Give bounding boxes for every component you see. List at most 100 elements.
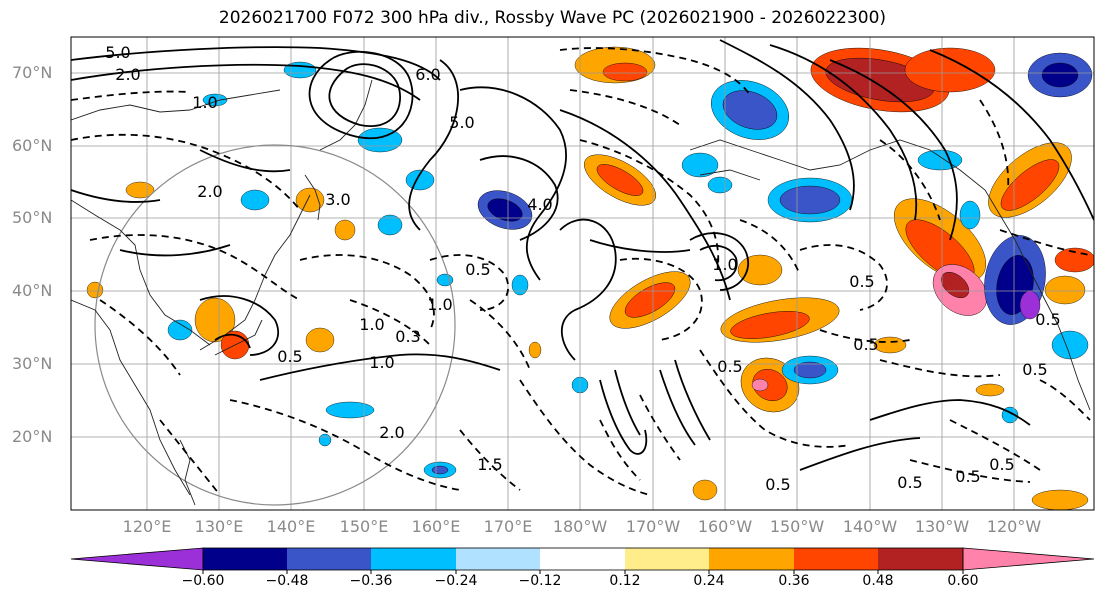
contour-line-positive	[674, 359, 711, 441]
colorbar-tick-label: −0.36	[349, 573, 393, 589]
colorbar-tick-label: 0.48	[862, 573, 894, 589]
lon-label: 140°E	[266, 517, 316, 536]
lon-label: 120°W	[986, 517, 1042, 536]
coastline	[689, 139, 1091, 411]
reference-circle	[94, 144, 456, 506]
contour-line-positive	[589, 239, 691, 253]
divergence-shade	[751, 378, 769, 392]
contour-line-negative	[89, 234, 301, 301]
colorbar-tick-label: 0.24	[693, 573, 725, 589]
contour-label: 0.5	[277, 347, 302, 366]
contour-line-negative	[469, 299, 531, 371]
divergence-shade	[295, 187, 325, 213]
contour-label: 0.5	[465, 260, 490, 279]
lon-label: 170°E	[483, 517, 533, 536]
divergence-shade	[325, 401, 375, 419]
divergence-shade	[975, 383, 1005, 397]
contour-line-positive	[328, 63, 401, 128]
colorbar-tick-label: −0.24	[434, 573, 478, 589]
divergence-shade	[1044, 275, 1086, 305]
lon-label: 150°E	[339, 517, 389, 536]
contour-label: 0.5	[853, 335, 878, 354]
contour-line-positive	[71, 46, 441, 81]
contour-label: 1.0	[359, 315, 384, 334]
lon-label: 140°W	[842, 517, 898, 536]
divergence-shade	[1041, 62, 1079, 88]
contour-line-positive	[699, 244, 738, 282]
colorbar-tick-label: 0.36	[778, 573, 810, 589]
rossby-wave-contours	[71, 39, 1094, 496]
contour-label: 0.5	[849, 272, 874, 291]
lon-label: 130°W	[914, 517, 970, 536]
divergence-shade	[752, 368, 788, 402]
colorbar-box	[371, 548, 456, 570]
colorbar-tick-label: 0.12	[609, 573, 641, 589]
colorbar-frame	[202, 547, 964, 571]
contour-line-negative	[1039, 379, 1091, 421]
contour-label: 0.5	[1035, 310, 1060, 329]
divergence-shade	[1031, 489, 1089, 510]
colorbar-tick-label: 0.60	[947, 573, 979, 589]
contour-line-negative	[71, 133, 301, 211]
divergence-shade	[167, 319, 193, 341]
contour-line-positive	[614, 369, 641, 436]
contour-line-negative	[519, 379, 651, 496]
colorbar-box	[794, 548, 878, 570]
contour-line-positive	[869, 399, 1031, 426]
divergence-shade	[202, 93, 228, 107]
lon-label: 130°E	[194, 517, 244, 536]
colorbar-tick-label: −0.60	[181, 573, 225, 589]
divergence-shade	[377, 214, 403, 236]
contour-line-positive	[799, 437, 921, 471]
lat-label: 60°N	[12, 136, 53, 155]
contour-label: 1.0	[427, 295, 452, 314]
contour-line-negative	[879, 359, 1001, 378]
contour-line-positive	[769, 44, 918, 221]
contour-label: 1.0	[369, 353, 394, 372]
contour-line-positive	[199, 149, 291, 173]
contour-line-negative	[99, 299, 181, 376]
divergence-shade	[873, 336, 907, 354]
contour-label: 0.5	[955, 467, 980, 486]
contour-line-negative	[229, 399, 461, 491]
contour-line-positive	[408, 59, 460, 231]
contour-line-negative	[949, 419, 1041, 471]
divergence-shade	[511, 274, 529, 296]
contour-label: 0.5	[717, 357, 742, 376]
colorbar-tick-label: −0.48	[265, 573, 309, 589]
contour-line-negative	[429, 254, 510, 311]
contour-label: 0.5	[1022, 360, 1047, 379]
divergence-shade	[528, 341, 542, 359]
coastline	[71, 89, 281, 121]
lon-label: 150°W	[769, 517, 825, 536]
contour-label: 0.3	[395, 327, 420, 346]
divergence-shade	[602, 62, 648, 82]
contour-line-positive	[559, 109, 731, 301]
contour-line-negative	[799, 244, 888, 311]
contour-label: 6.0	[415, 65, 440, 84]
contour-label: 5.0	[449, 113, 474, 132]
divergence-shade	[730, 311, 810, 339]
coastline	[71, 299, 191, 496]
divergence-shade	[405, 169, 435, 191]
coastline-layer	[71, 79, 1091, 506]
contour-line-negative	[879, 139, 941, 221]
contour-label: 0.5	[765, 475, 790, 494]
contour-line-negative	[619, 257, 703, 341]
colorbar-box	[709, 548, 794, 570]
colorbar-box	[287, 548, 371, 570]
lat-label: 70°N	[12, 63, 53, 82]
contour-label: 3.0	[325, 190, 350, 209]
contour-line-negative	[569, 89, 681, 126]
contour-line-positive	[829, 59, 958, 241]
contour-line-negative	[979, 99, 1010, 191]
contour-label: 1.0	[712, 255, 737, 274]
divergence-shade	[959, 200, 981, 230]
colorbar-box	[203, 548, 287, 570]
contour-line-negative	[999, 229, 1091, 256]
divergence-shade	[1051, 330, 1089, 360]
contour-label: 2.0	[115, 65, 140, 84]
colorbar-box	[625, 548, 709, 570]
contour-line-positive	[559, 218, 617, 361]
